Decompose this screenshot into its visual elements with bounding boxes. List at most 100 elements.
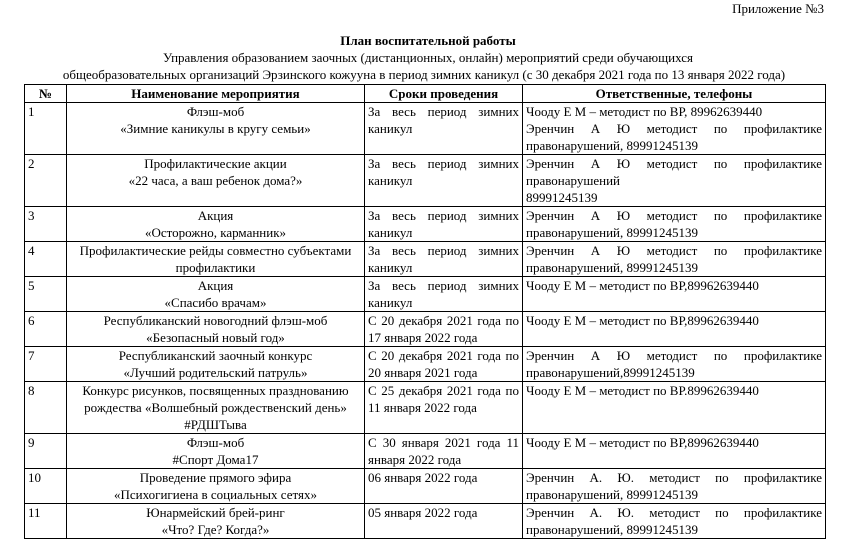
cell-event-name-line: «Что? Где? Когда?» bbox=[161, 522, 270, 537]
cell-dates-line: За весь период зимних каникул bbox=[368, 156, 519, 188]
cell-event-name-line: Проведение прямого эфира bbox=[139, 470, 292, 485]
cell-event-name-line: Юнармейский брей-ринг bbox=[146, 505, 285, 520]
table-row: 9 Флэш-моб #Спорт Дома17 С 30 января 2021 г… bbox=[24, 433, 826, 469]
table-row: 2 Профилактические акции «22 часа, а ваш р… bbox=[24, 154, 826, 207]
cell-dates-line: За весь период зимних каникул bbox=[368, 278, 519, 310]
header-dates: Сроки проведения bbox=[364, 84, 523, 103]
header-responsible: Ответственные, телефоны bbox=[522, 84, 826, 103]
cell-number: 7 bbox=[24, 346, 67, 382]
cell-event-name-line: «Осторожно, карманник» bbox=[144, 225, 287, 240]
cell-event-name-line: «22 часа, а ваш ребенок дома?» bbox=[128, 173, 303, 188]
cell-responsible-line: Эренчин А Ю методист по профилактике пра… bbox=[526, 208, 822, 240]
cell-number: 6 bbox=[24, 311, 67, 347]
cell-responsible: Эренчин А Ю методист по профилактике пра… bbox=[522, 241, 826, 277]
cell-number: 1 bbox=[24, 102, 67, 155]
cell-event-name: Конкурс рисунков, посвященных празднован… bbox=[66, 381, 365, 434]
document-subtitle-line2: общеобразовательных организаций Эрзинско… bbox=[62, 67, 786, 82]
cell-event-name: Акция «Спасибо врачам» bbox=[66, 276, 365, 312]
cell-responsible: Эренчин А Ю методист по профилактике пра… bbox=[522, 346, 826, 382]
cell-number: 5 bbox=[24, 276, 67, 312]
cell-event-name: Профилактические акции «22 часа, а ваш ре… bbox=[66, 154, 365, 207]
cell-event-name: Акция «Осторожно, карманник» bbox=[66, 206, 365, 242]
table-row: 3 Акция «Осторожно, карманник» За весь пери… bbox=[24, 206, 826, 242]
cell-dates: За весь период зимних каникул bbox=[364, 154, 523, 207]
cell-event-name-line: Флэш-моб bbox=[186, 435, 245, 450]
cell-event-name-line: #РДШТыва bbox=[184, 417, 247, 432]
document-title: План воспитательной работы bbox=[340, 33, 516, 48]
cell-number: 4 bbox=[24, 241, 67, 277]
cell-dates: С 25 декабря 2021 года по 11 января 2022… bbox=[364, 381, 523, 434]
cell-event-name-line: Профилактические рейды совместно субъект… bbox=[79, 243, 352, 275]
cell-responsible: Эренчин А. Ю. методист по профилактике п… bbox=[522, 468, 826, 504]
cell-event-name-line: Акция bbox=[197, 208, 234, 223]
cell-responsible-line: Эренчин А Ю методист по профилактике пра… bbox=[526, 121, 822, 153]
cell-event-name-line: Профилактические акции bbox=[144, 156, 287, 171]
cell-event-name: Юнармейский брей-ринг «Что? Где? Когда?» bbox=[66, 503, 365, 539]
events-table: № Наименование мероприятия Сроки проведе… bbox=[24, 84, 826, 539]
cell-dates-line: 05 января 2022 года bbox=[368, 505, 478, 520]
cell-responsible-line: Чооду Е М – методист по ВР,89962639440 bbox=[526, 313, 759, 328]
cell-number: 9 bbox=[24, 433, 67, 469]
cell-event-name-line: «Зимние каникулы в кругу семьи» bbox=[120, 121, 311, 136]
cell-event-name: Республиканский новогодний флэш-моб «Безо… bbox=[66, 311, 365, 347]
table-row: 11 Юнармейский брей-ринг «Что? Где? Когда?… bbox=[24, 503, 826, 539]
cell-dates-line: 06 января 2022 года bbox=[368, 470, 478, 485]
cell-responsible-line: 89991245139 bbox=[526, 190, 598, 205]
cell-dates: С 20 декабря 2021 года по 20 января 2021… bbox=[364, 346, 523, 382]
table-row: 1 Флэш-моб «Зимние каникулы в кругу семьи»… bbox=[24, 102, 826, 155]
table-row: 7 Республиканский заочный конкурс «Лучший … bbox=[24, 346, 826, 382]
cell-responsible: Чооду Е М – методист по ВР,89962639440 bbox=[522, 433, 826, 469]
cell-responsible-line: Чооду Е М – методист по ВР,89962639440 bbox=[526, 278, 759, 293]
cell-responsible-line: Эренчин А Ю методист по профилактике пра… bbox=[526, 243, 822, 275]
cell-dates-line: С 30 января 2021 года 11 января 2022 год… bbox=[368, 435, 519, 467]
cell-dates-line: С 20 декабря 2021 года по 20 января 2021… bbox=[368, 348, 519, 380]
cell-event-name-line: Флэш-моб bbox=[186, 104, 245, 119]
cell-responsible: Эренчин А Ю методист по профилактике пра… bbox=[522, 206, 826, 242]
appendix-label: Приложение №3 bbox=[732, 1, 824, 16]
cell-responsible: Чооду Е М – методист по ВР, 89962639440 Э… bbox=[522, 102, 826, 155]
cell-dates: За весь период зимних каникул bbox=[364, 206, 523, 242]
cell-event-name: Флэш-моб #Спорт Дома17 bbox=[66, 433, 365, 469]
cell-responsible-line: Эренчин А Ю методист по профилактике пра… bbox=[526, 348, 822, 380]
cell-dates: За весь период зимних каникул bbox=[364, 276, 523, 312]
cell-dates: 05 января 2022 года bbox=[364, 503, 523, 539]
cell-event-name: Профилактические рейды совместно субъект… bbox=[66, 241, 365, 277]
header-event-name: Наименование мероприятия bbox=[66, 84, 365, 103]
cell-dates-line: С 25 декабря 2021 года по 11 января 2022… bbox=[368, 383, 519, 415]
cell-number: 3 bbox=[24, 206, 67, 242]
cell-responsible-line: Чооду Е М – методист по ВР,89962639440 bbox=[526, 435, 759, 450]
cell-responsible: Чооду Е М – методист по ВР.89962639440 bbox=[522, 381, 826, 434]
cell-event-name-line: Конкурс рисунков, посвященных празднован… bbox=[82, 383, 349, 415]
cell-event-name-line: Республиканский заочный конкурс bbox=[118, 348, 313, 363]
cell-responsible-line: Чооду Е М – методист по ВР, 89962639440 bbox=[526, 104, 763, 119]
cell-responsible-line: Чооду Е М – методист по ВР.89962639440 bbox=[526, 383, 759, 398]
cell-event-name-line: «Психогигиена в социальных сетях» bbox=[114, 487, 317, 502]
cell-responsible-line: Эренчин А. Ю. методист по профилактике п… bbox=[526, 505, 822, 537]
cell-event-name-line: #Спорт Дома17 bbox=[172, 452, 259, 467]
cell-dates: С 30 января 2021 года 11 января 2022 год… bbox=[364, 433, 523, 469]
table-header-row: № Наименование мероприятия Сроки проведе… bbox=[24, 84, 826, 103]
cell-event-name-line: Республиканский новогодний флэш-моб bbox=[103, 313, 328, 328]
cell-dates-line: С 20 декабря 2021 года по 17 января 2022… bbox=[368, 313, 519, 345]
table-row: 5 Акция «Спасибо врачам» За весь период зим… bbox=[24, 276, 826, 312]
cell-number: 11 bbox=[24, 503, 67, 539]
cell-event-name: Республиканский заочный конкурс «Лучший р… bbox=[66, 346, 365, 382]
cell-event-name: Флэш-моб «Зимние каникулы в кругу семьи» bbox=[66, 102, 365, 155]
cell-dates: С 20 декабря 2021 года по 17 января 2022… bbox=[364, 311, 523, 347]
cell-responsible-line: Эренчин А Ю методист по профилактике пра… bbox=[526, 156, 822, 188]
cell-dates: За весь период зимних каникул bbox=[364, 102, 523, 155]
cell-event-name: Проведение прямого эфира «Психогигиена в … bbox=[66, 468, 365, 504]
cell-responsible: Эренчин А Ю методист по профилактике пра… bbox=[522, 154, 826, 207]
cell-dates-line: За весь период зимних каникул bbox=[368, 243, 519, 275]
cell-responsible: Эренчин А. Ю. методист по профилактике п… bbox=[522, 503, 826, 539]
cell-event-name-line: «Безопасный новый год» bbox=[146, 330, 285, 345]
table-row: 8 Конкурс рисунков, посвященных празднова… bbox=[24, 381, 826, 434]
cell-responsible-line: Эренчин А. Ю. методист по профилактике п… bbox=[526, 470, 822, 502]
header-number: № bbox=[24, 84, 67, 103]
cell-number: 8 bbox=[24, 381, 67, 434]
cell-event-name-line: «Спасибо врачам» bbox=[164, 295, 267, 310]
document-subtitle-line1: Управления образованием заочных (дистанц… bbox=[163, 50, 693, 65]
cell-responsible: Чооду Е М – методист по ВР,89962639440 bbox=[522, 311, 826, 347]
cell-responsible: Чооду Е М – методист по ВР,89962639440 bbox=[522, 276, 826, 312]
cell-dates: 06 января 2022 года bbox=[364, 468, 523, 504]
